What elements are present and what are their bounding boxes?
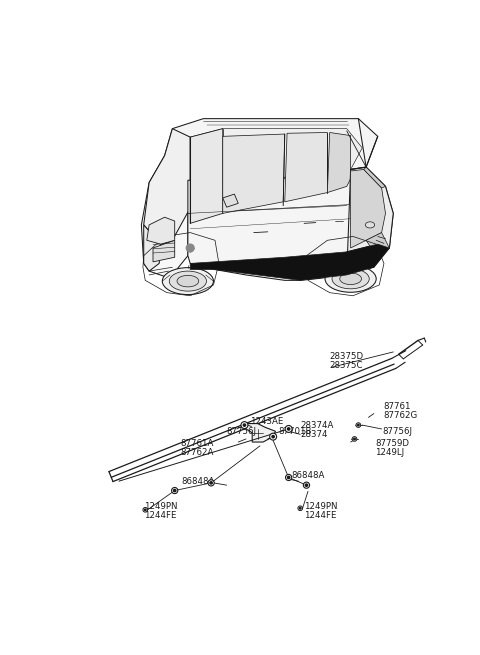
Ellipse shape bbox=[169, 271, 206, 291]
Circle shape bbox=[354, 438, 355, 440]
Ellipse shape bbox=[162, 268, 214, 295]
Circle shape bbox=[186, 244, 194, 252]
Polygon shape bbox=[246, 424, 276, 442]
Text: 87761: 87761 bbox=[383, 402, 411, 411]
Circle shape bbox=[352, 437, 357, 441]
Polygon shape bbox=[190, 128, 223, 223]
Polygon shape bbox=[147, 217, 175, 244]
Text: 28375D: 28375D bbox=[330, 352, 364, 361]
Text: 87762A: 87762A bbox=[180, 448, 214, 457]
Text: 28375C: 28375C bbox=[330, 361, 363, 370]
Circle shape bbox=[356, 422, 360, 428]
Circle shape bbox=[303, 482, 310, 488]
Polygon shape bbox=[144, 128, 190, 244]
Polygon shape bbox=[364, 167, 385, 188]
Text: 1244FE: 1244FE bbox=[304, 512, 336, 520]
Polygon shape bbox=[366, 233, 389, 252]
Polygon shape bbox=[327, 132, 350, 193]
Text: 1249PN: 1249PN bbox=[144, 502, 177, 511]
Circle shape bbox=[300, 508, 301, 509]
Circle shape bbox=[241, 422, 248, 428]
Polygon shape bbox=[347, 167, 393, 275]
Ellipse shape bbox=[177, 275, 199, 287]
Circle shape bbox=[272, 436, 274, 438]
Polygon shape bbox=[165, 119, 378, 180]
Text: 1249PN: 1249PN bbox=[304, 502, 337, 511]
Text: 87756J: 87756J bbox=[383, 426, 412, 436]
Text: 87701B: 87701B bbox=[278, 426, 312, 436]
Ellipse shape bbox=[340, 273, 361, 284]
Text: 1243AE: 1243AE bbox=[250, 417, 283, 426]
Text: 86848A: 86848A bbox=[181, 477, 215, 487]
Circle shape bbox=[143, 508, 147, 512]
Circle shape bbox=[208, 479, 214, 486]
Polygon shape bbox=[190, 244, 389, 280]
Text: 28374: 28374 bbox=[300, 430, 328, 440]
Polygon shape bbox=[350, 170, 385, 248]
Polygon shape bbox=[144, 225, 161, 271]
Polygon shape bbox=[285, 132, 327, 202]
Circle shape bbox=[210, 481, 212, 484]
Ellipse shape bbox=[325, 265, 376, 292]
Circle shape bbox=[172, 487, 178, 494]
Text: 86848A: 86848A bbox=[291, 472, 324, 480]
Text: 87756J: 87756J bbox=[227, 426, 257, 436]
Polygon shape bbox=[142, 156, 188, 277]
Text: 87761A: 87761A bbox=[180, 439, 214, 448]
Circle shape bbox=[286, 474, 292, 481]
Polygon shape bbox=[223, 134, 285, 214]
Circle shape bbox=[285, 426, 292, 432]
Circle shape bbox=[288, 476, 290, 479]
Text: 1249LJ: 1249LJ bbox=[375, 448, 405, 457]
Ellipse shape bbox=[365, 222, 375, 228]
Text: 1244FE: 1244FE bbox=[144, 512, 176, 520]
Polygon shape bbox=[153, 240, 175, 262]
Text: 87762G: 87762G bbox=[383, 411, 418, 421]
Circle shape bbox=[243, 424, 246, 426]
Polygon shape bbox=[182, 128, 362, 177]
Circle shape bbox=[298, 506, 302, 510]
Circle shape bbox=[270, 433, 276, 440]
Text: 87759D: 87759D bbox=[375, 439, 409, 448]
Ellipse shape bbox=[332, 269, 369, 289]
Circle shape bbox=[288, 428, 290, 430]
Text: 28374A: 28374A bbox=[300, 421, 334, 430]
Circle shape bbox=[305, 484, 308, 486]
Circle shape bbox=[174, 489, 176, 492]
Circle shape bbox=[358, 424, 359, 426]
Polygon shape bbox=[188, 167, 393, 280]
Polygon shape bbox=[223, 194, 238, 207]
Circle shape bbox=[144, 509, 146, 510]
